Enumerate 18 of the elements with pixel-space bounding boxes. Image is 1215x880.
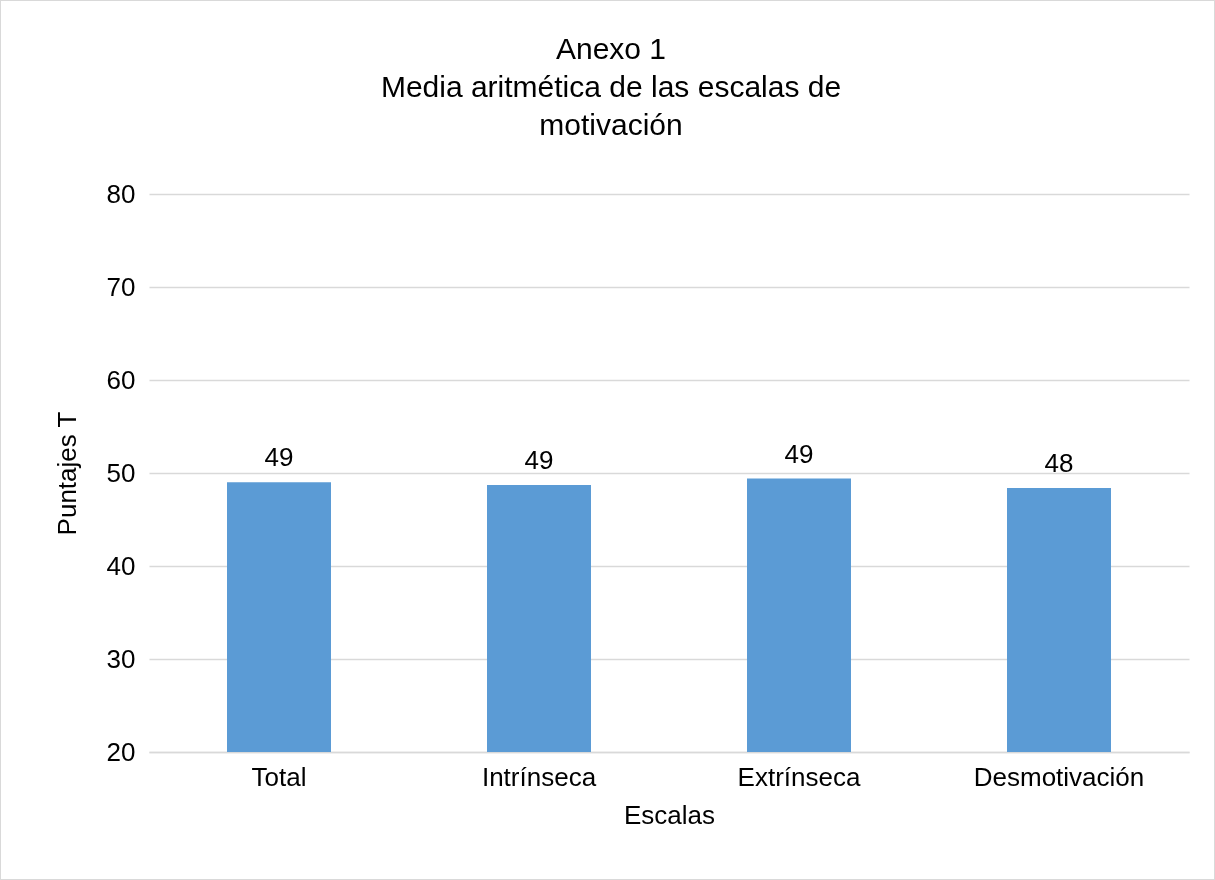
y-tick-label: 40 — [106, 550, 136, 581]
y-tick-label: 20 — [106, 736, 136, 767]
x-axis-title: Escalas — [623, 799, 716, 830]
x-tick-label: Total — [251, 761, 307, 792]
x-tick-label: Extrínseca — [737, 761, 861, 792]
data-label: 49 — [784, 438, 814, 469]
y-tick-label: 70 — [106, 271, 136, 302]
y-axis-title: Puntajes T — [51, 411, 82, 536]
data-label: 48 — [1044, 447, 1074, 478]
x-tick-label: Desmotivación — [973, 761, 1145, 792]
chart-title: Anexo 1 Media aritmética de las escalas de motivación — [380, 32, 842, 141]
y-tick-label: 50 — [106, 457, 136, 488]
y-tick-label: 30 — [106, 643, 136, 674]
y-tick-label: 80 — [106, 178, 136, 209]
data-label: 49 — [524, 445, 554, 476]
data-label: 49 — [264, 442, 294, 473]
y-tick-label: 60 — [106, 364, 136, 395]
x-tick-label: Intrínseca — [481, 761, 597, 792]
